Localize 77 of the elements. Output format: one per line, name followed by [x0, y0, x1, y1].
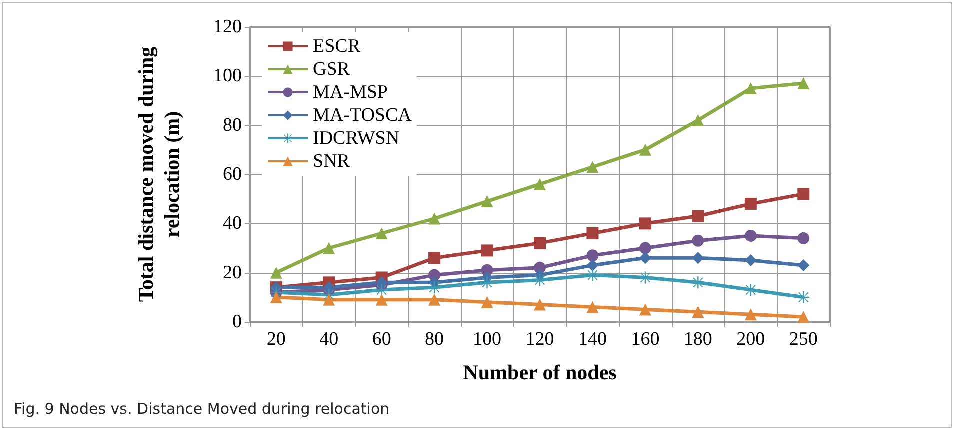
point — [692, 252, 704, 264]
point — [481, 276, 494, 289]
point — [744, 198, 757, 210]
point — [428, 294, 441, 306]
point — [798, 291, 810, 304]
point — [586, 301, 599, 314]
point — [639, 272, 652, 284]
point — [744, 308, 757, 321]
x-tick-label: 120 — [526, 329, 554, 350]
x-axis-title: Number of nodes — [463, 360, 617, 384]
x-tick-label: 100 — [473, 329, 502, 350]
point — [534, 237, 546, 250]
point — [270, 291, 282, 304]
point — [744, 230, 757, 242]
point — [798, 188, 810, 200]
y-tick-label: 0 — [232, 312, 242, 332]
point — [639, 252, 652, 264]
point — [692, 114, 704, 126]
y-tick-label: 80 — [223, 114, 242, 136]
point — [639, 144, 652, 156]
caption: Fig. 9 Nodes vs. Distance Moved during relocation — [14, 400, 390, 418]
point — [586, 259, 599, 272]
legend-label: SNR — [313, 151, 350, 172]
legend-label: IDCRWSN — [313, 128, 400, 149]
point — [376, 294, 388, 306]
point — [798, 78, 810, 90]
point — [692, 234, 704, 247]
x-tick-label: 180 — [684, 329, 712, 350]
point — [586, 250, 599, 262]
point — [586, 269, 599, 282]
point — [428, 252, 441, 264]
y-tick-label: 40 — [223, 213, 242, 234]
point — [428, 212, 441, 225]
point — [639, 242, 652, 254]
point — [639, 304, 652, 316]
x-tick-label: 140 — [578, 329, 607, 350]
point — [481, 296, 494, 308]
y-tick-label: 60 — [223, 164, 242, 185]
point — [639, 218, 652, 230]
point — [376, 284, 388, 296]
point — [270, 266, 282, 279]
point — [376, 276, 388, 289]
x-tick-label: 160 — [631, 329, 660, 350]
point — [481, 196, 494, 208]
point — [586, 228, 599, 240]
point — [744, 82, 757, 94]
point — [534, 274, 546, 286]
point — [692, 306, 704, 318]
point — [323, 294, 336, 306]
legend-label: MA-MSP — [313, 82, 388, 103]
point — [534, 298, 546, 311]
y-axis-title: Total distance moved during relocation (m) — [134, 46, 184, 302]
x-tick-label: 250 — [789, 329, 818, 350]
point — [586, 161, 599, 174]
point — [534, 178, 546, 190]
x-tick-label: 20 — [266, 329, 286, 350]
point — [428, 282, 441, 294]
x-tick-label: 200 — [736, 329, 766, 350]
y-tick-label: 100 — [214, 66, 242, 87]
y-tick-label: 120 — [214, 16, 242, 38]
point — [481, 244, 494, 257]
point — [376, 228, 388, 240]
x-tick-label: 60 — [372, 329, 392, 350]
y-tick-label: 20 — [223, 262, 242, 284]
point — [798, 311, 810, 324]
point — [323, 282, 336, 294]
point — [744, 284, 757, 296]
point — [692, 276, 704, 289]
point — [798, 259, 810, 272]
point — [798, 232, 810, 244]
x-tick-label: 40 — [320, 329, 339, 350]
point — [323, 242, 336, 254]
legend-label: MA-TOSCA — [313, 105, 412, 126]
legend-label: GSR — [313, 59, 350, 80]
legend-label: ESCR — [313, 36, 361, 57]
x-tick-label: 80 — [425, 329, 444, 350]
point — [692, 210, 704, 222]
